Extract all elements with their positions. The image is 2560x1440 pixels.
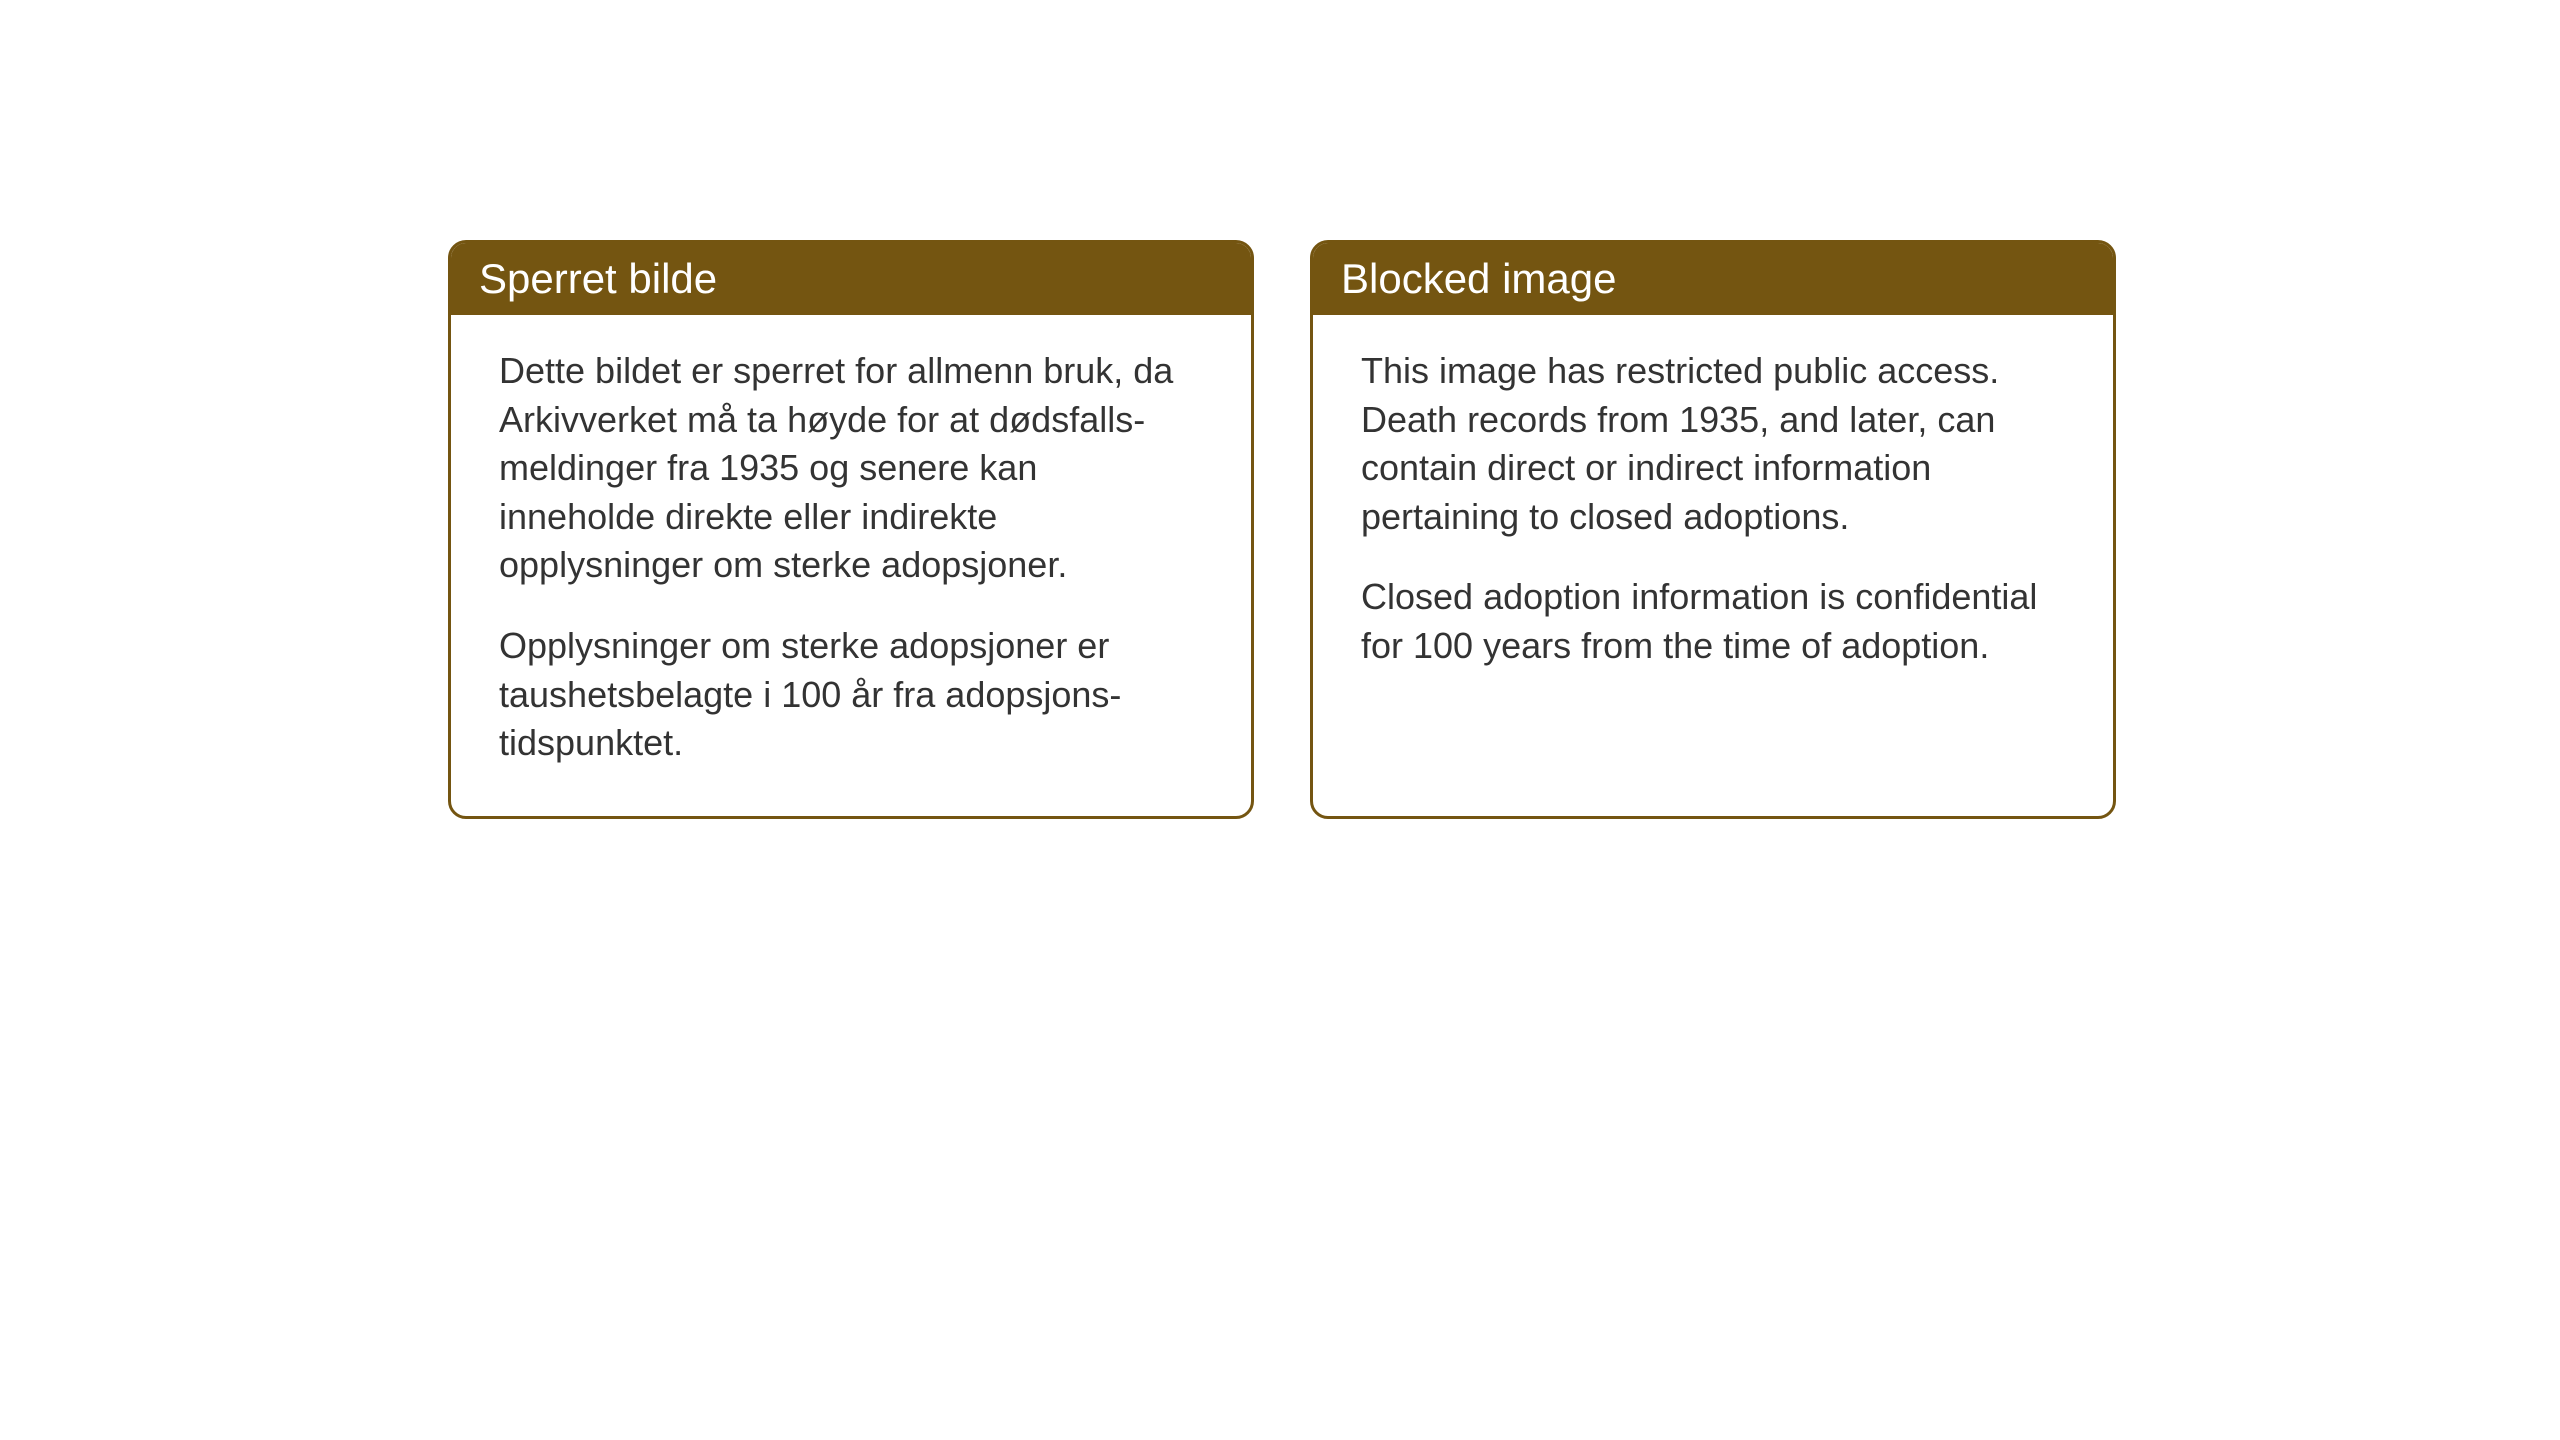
notice-card-norwegian: Sperret bilde Dette bildet er sperret fo… — [448, 240, 1254, 819]
card-header-norwegian: Sperret bilde — [451, 243, 1251, 315]
notice-card-english: Blocked image This image has restricted … — [1310, 240, 2116, 819]
card-header-english: Blocked image — [1313, 243, 2113, 315]
cards-container: Sperret bilde Dette bildet er sperret fo… — [448, 240, 2116, 819]
card-paragraph: This image has restricted public access.… — [1361, 347, 2065, 541]
card-paragraph: Closed adoption information is confident… — [1361, 573, 2065, 670]
card-body-norwegian: Dette bildet er sperret for allmenn bruk… — [451, 315, 1251, 816]
card-body-english: This image has restricted public access.… — [1313, 315, 2113, 719]
card-title: Blocked image — [1341, 255, 1616, 302]
card-paragraph: Dette bildet er sperret for allmenn bruk… — [499, 347, 1203, 590]
card-paragraph: Opplysninger om sterke adopsjoner er tau… — [499, 622, 1203, 768]
card-title: Sperret bilde — [479, 255, 717, 302]
